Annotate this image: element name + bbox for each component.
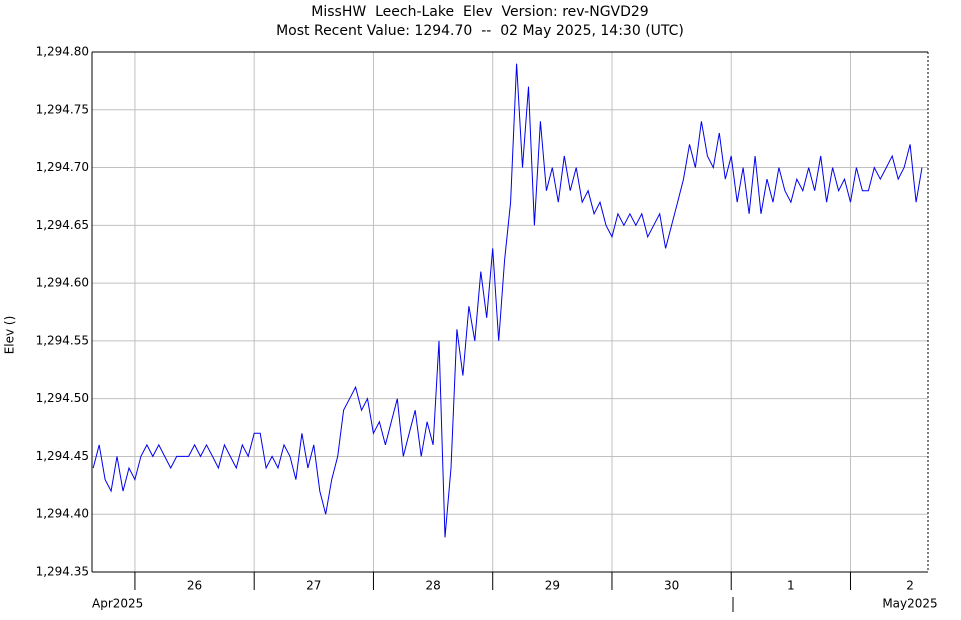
x-tick-label: 28	[425, 579, 440, 593]
y-tick-label: 1,294.40	[36, 507, 89, 521]
x-tick-label: 1	[787, 579, 795, 593]
x-tick-label: 27	[306, 579, 321, 593]
month-label: May2025	[882, 597, 937, 611]
y-tick-label: 1,294.60	[36, 276, 89, 290]
x-tick-label: 30	[664, 579, 679, 593]
chart-title: MissHW Leech-Lake Elev Version: rev-NGVD…	[311, 4, 648, 20]
y-tick-label: 1,294.80	[36, 45, 89, 59]
y-tick-label: 1,294.70	[36, 160, 89, 174]
data-line	[92, 63, 923, 538]
y-tick-label: 1,294.75	[36, 102, 89, 116]
y-tick-label: 1,294.45	[36, 449, 89, 463]
y-tick-label: 1,294.65	[36, 218, 89, 232]
month-label: Apr2025	[92, 597, 143, 611]
x-tick-label: 2	[906, 579, 914, 593]
y-axis-label: Elev ()	[3, 316, 17, 355]
y-tick-label: 1,294.55	[36, 333, 89, 347]
x-tick-label: 26	[187, 579, 202, 593]
chart-subtitle: Most Recent Value: 1294.70 -- 02 May 202…	[276, 23, 684, 39]
plot-area	[92, 52, 928, 572]
y-tick-label: 1,294.35	[36, 565, 89, 579]
y-tick-label: 1,294.50	[36, 391, 89, 405]
x-tick-label: 29	[545, 579, 560, 593]
